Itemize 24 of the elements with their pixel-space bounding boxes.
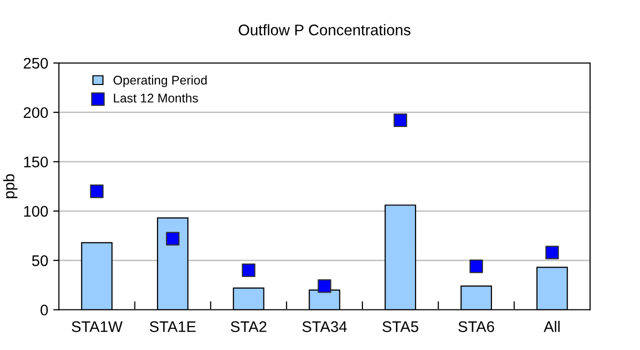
x-tick-label: STA34 xyxy=(302,321,347,332)
x-tick-label: All xyxy=(544,320,560,332)
point xyxy=(545,246,559,260)
y-tick-label: 200 xyxy=(24,107,48,118)
y-tick-label: 100 xyxy=(24,206,48,217)
legend-label: Operating Period xyxy=(114,75,207,88)
x-tick-label: STA1W xyxy=(72,321,123,332)
point xyxy=(90,184,104,198)
point xyxy=(469,260,484,274)
x-tick-label: STA2 xyxy=(230,321,266,332)
chart-title: Outflow P Concentrations xyxy=(238,24,410,36)
y-tick-label: 50 xyxy=(32,255,48,266)
y-tick-label: 250 xyxy=(24,58,48,69)
x-tick-label: STA6 xyxy=(458,321,494,332)
y-axis-title: ppb xyxy=(3,174,18,198)
point xyxy=(242,264,256,278)
y-tick-label: 0 xyxy=(40,304,48,316)
point xyxy=(318,279,332,293)
point xyxy=(166,232,180,246)
point xyxy=(394,113,408,128)
legend-label: Last 12 Months xyxy=(114,93,198,103)
x-tick-label: STA5 xyxy=(382,321,418,332)
x-tick-label: STA1E xyxy=(150,321,196,332)
y-tick-label: 150 xyxy=(24,156,48,168)
